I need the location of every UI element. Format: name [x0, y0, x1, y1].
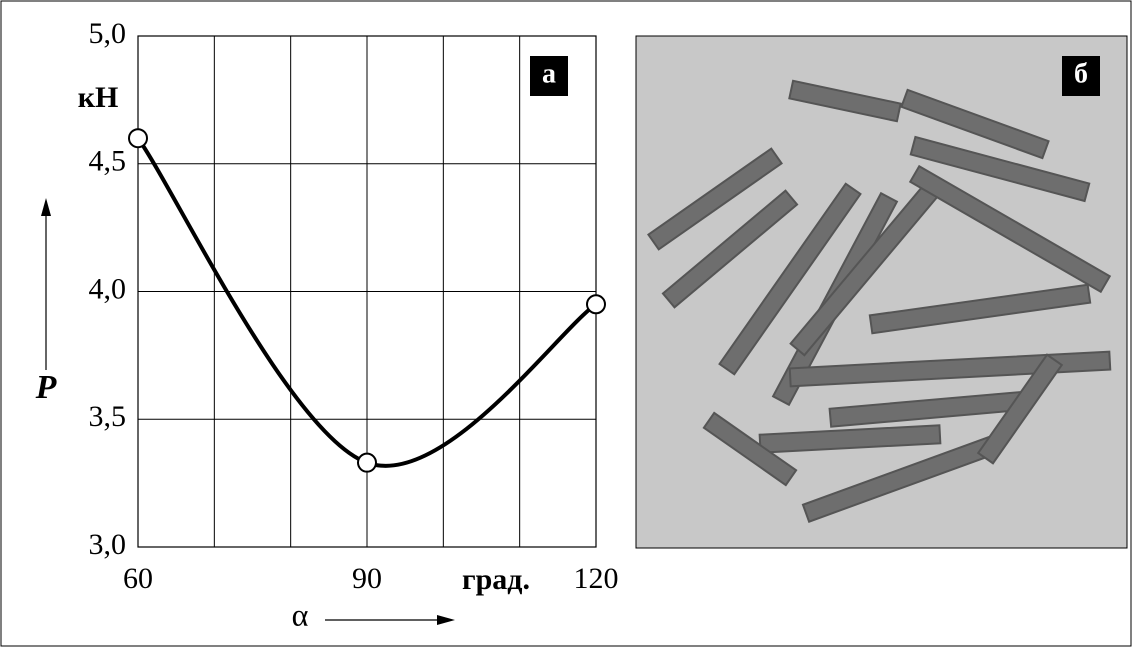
y-tick-label: 4,0 — [89, 272, 127, 305]
panel-label: б — [1074, 58, 1088, 89]
point — [128, 128, 148, 149]
y-tick-label: 3,5 — [89, 400, 127, 433]
y-arrowhead — [41, 198, 51, 216]
y-tick-label: 3,0 — [89, 528, 127, 561]
x-tick-label: 90 — [352, 562, 382, 595]
photo-sticks — [647, 79, 1112, 523]
x-unit: град. — [462, 563, 530, 596]
panel-label-box — [1062, 56, 1100, 96]
x-tick-label: 120 — [574, 562, 619, 595]
y-label: P — [35, 369, 57, 406]
y-unit: кН — [78, 81, 119, 114]
panel-label-box — [530, 56, 568, 96]
x-label: α — [292, 596, 309, 632]
x-arrowhead — [437, 615, 455, 625]
point — [357, 452, 377, 473]
chart: а кН P град. α 3,0 3,5 4,0 4,5 5,0 60 90 120 — [35, 17, 619, 632]
plot-border — [137, 35, 597, 548]
photo: б — [635, 35, 1128, 549]
x-tick-label: 60 — [123, 562, 153, 595]
panel-label: а — [542, 58, 556, 89]
point — [586, 294, 606, 315]
y-tick-label: 5,0 — [89, 17, 127, 50]
y-tick-label: 4,5 — [89, 145, 127, 178]
